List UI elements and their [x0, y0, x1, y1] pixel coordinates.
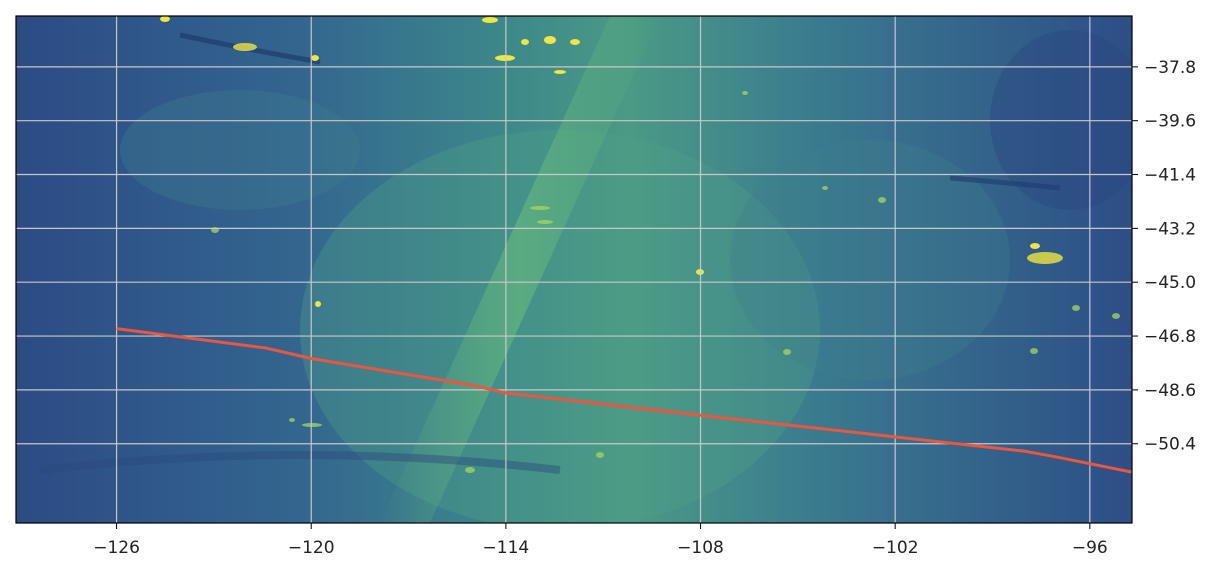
y-tick-label: −37.8: [1144, 58, 1196, 78]
x-tick-label: −120: [288, 538, 335, 558]
y-tick-label: −45.0: [1144, 273, 1196, 293]
x-tick-label: −126: [93, 538, 140, 558]
y-tick-label: −50.4: [1144, 435, 1196, 455]
map-raster: [16, 16, 1132, 523]
x-tick-label: −114: [483, 538, 530, 558]
track-line: [116, 327, 1132, 474]
y-tick-label: −41.4: [1144, 166, 1196, 186]
x-tick-label: −102: [872, 538, 919, 558]
y-axis: −37.8 −39.6 −41.4 −43.2 −45.0 −46.8 −48.6 −50.4: [1132, 58, 1196, 455]
y-tick-label: −43.2: [1144, 219, 1196, 239]
x-tick-label: −96: [1072, 538, 1108, 558]
y-tick-label: −39.6: [1144, 112, 1196, 132]
x-axis: −126 −120 −114 −108 −102 −96: [93, 523, 1108, 558]
y-tick-label: −46.8: [1144, 327, 1196, 347]
x-tick-label: −108: [677, 538, 724, 558]
track-line-layer: [116, 327, 1132, 474]
plot-frame: [15, 15, 1133, 524]
y-tick-label: −48.6: [1144, 381, 1196, 401]
